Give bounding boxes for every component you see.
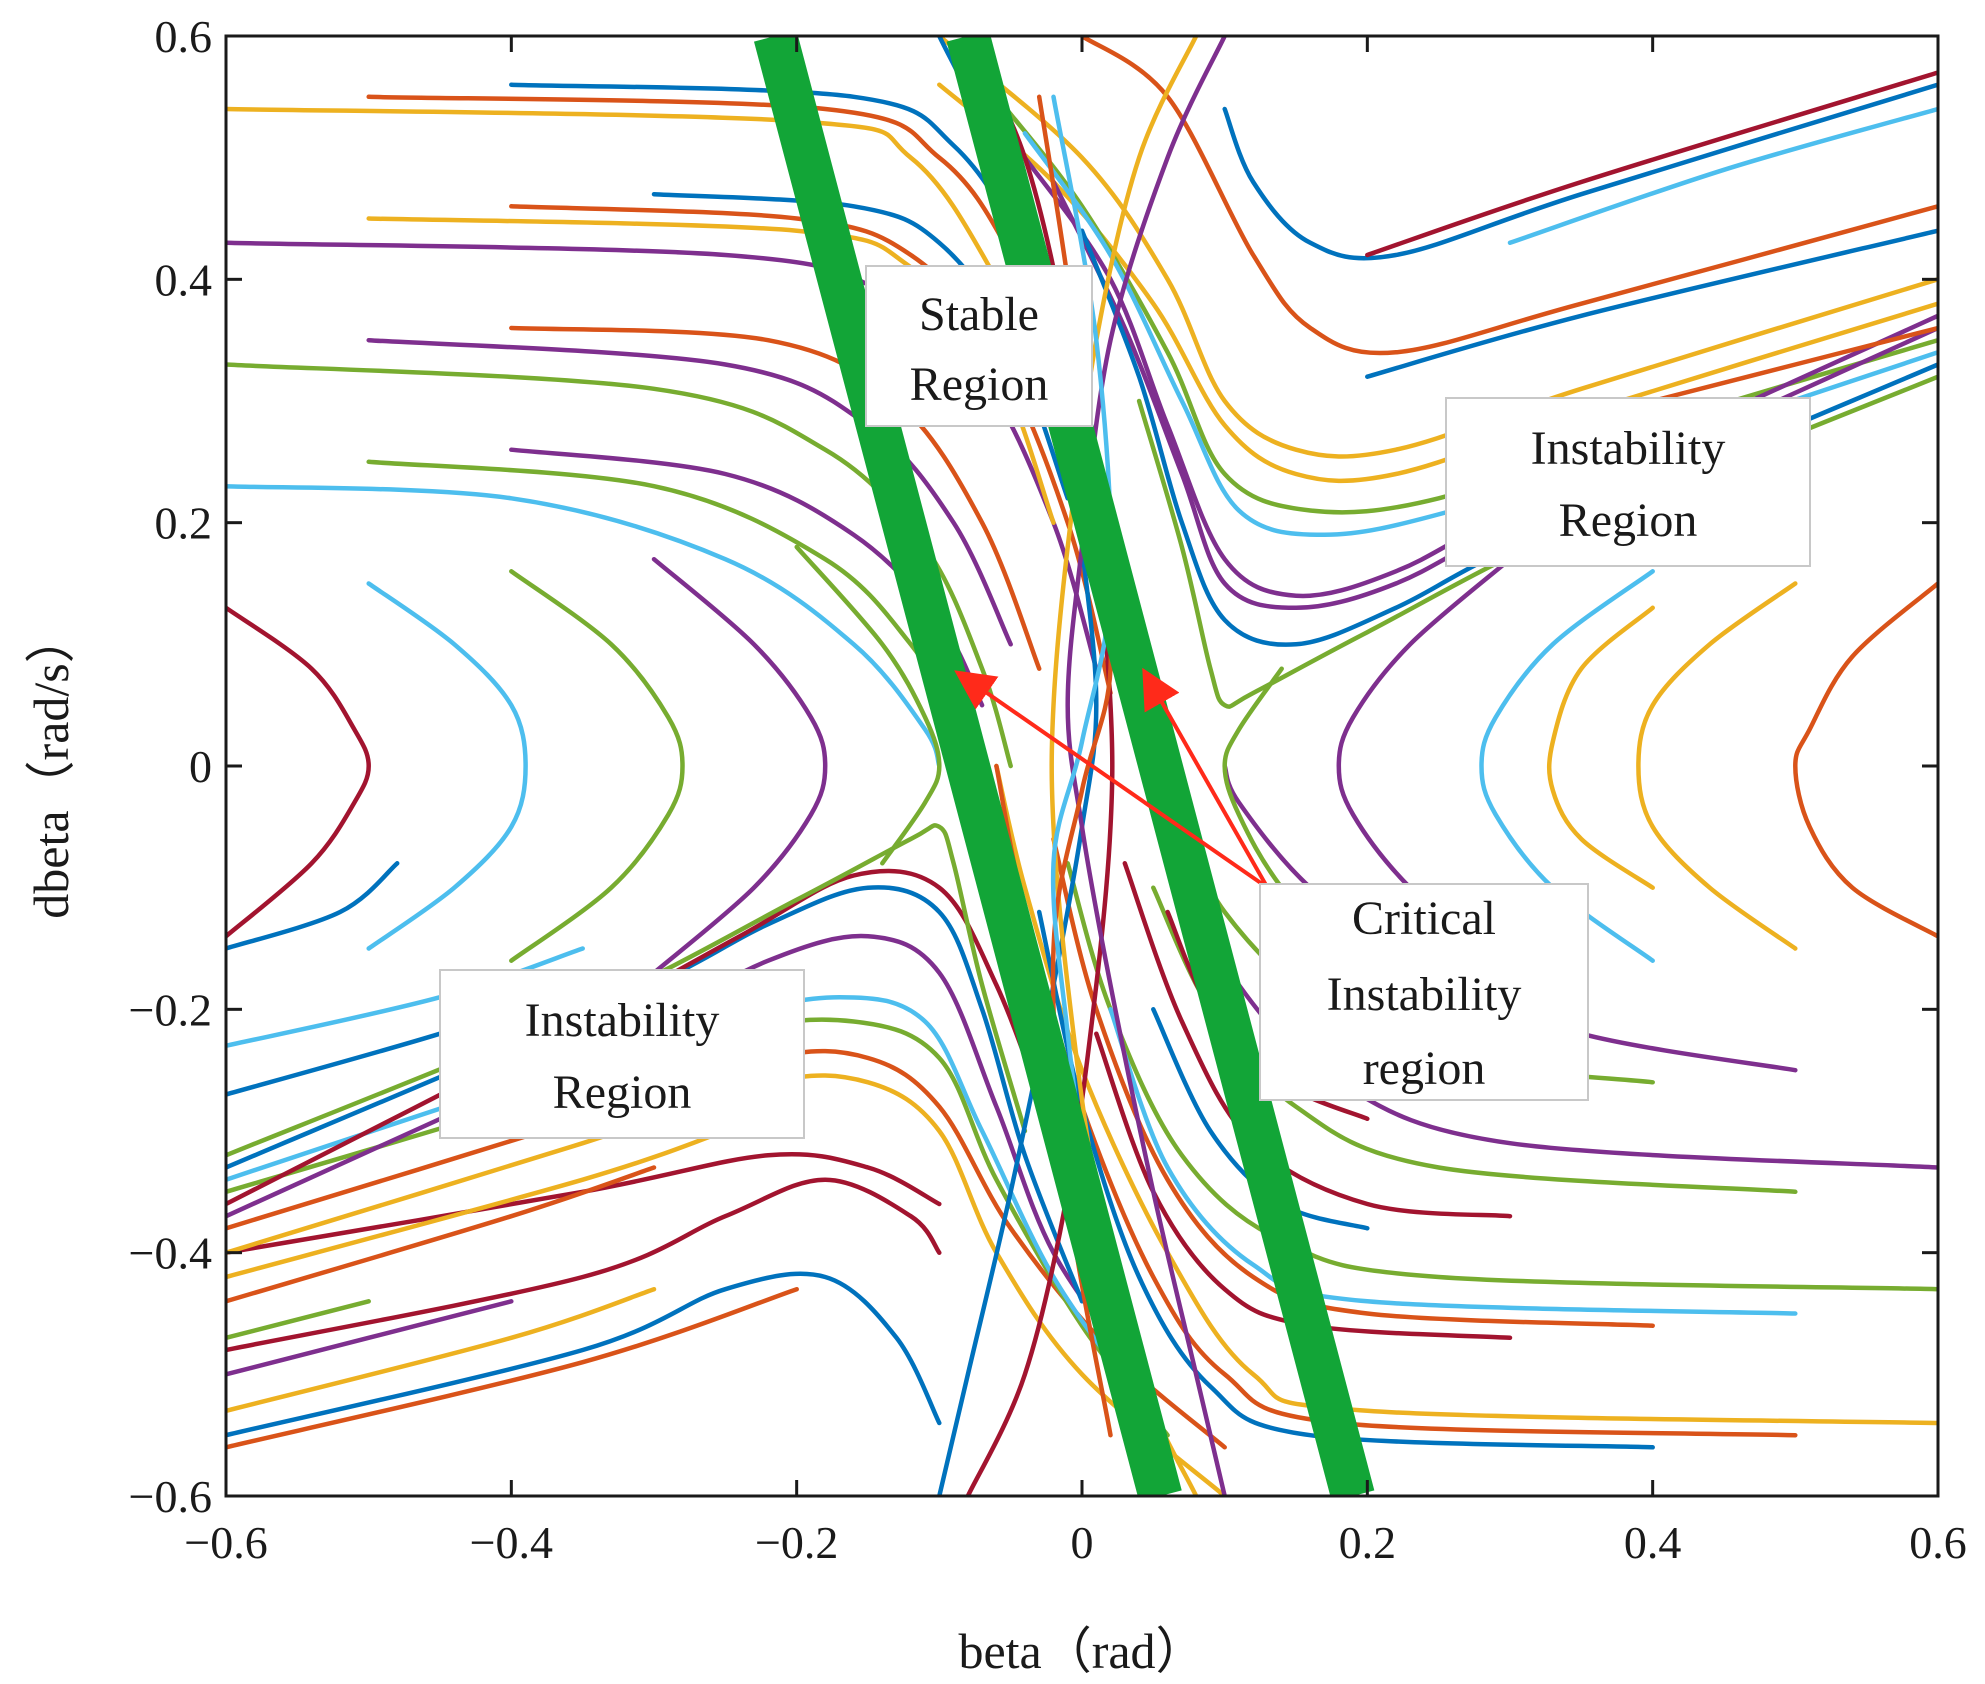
y-tick-label: −0.6 — [129, 1471, 212, 1522]
annotation-arrow-1 — [1142, 667, 1270, 889]
x-tick-label: 0.4 — [1624, 1517, 1682, 1568]
trajectory-line-19 — [994, 763, 1938, 1426]
annotation-line: Region — [553, 1066, 692, 1119]
y-tick-label: 0 — [189, 741, 212, 792]
trajectory-line-14 — [509, 569, 685, 963]
trajectory-line-70 — [226, 1165, 657, 1304]
trajectory-line-17 — [226, 605, 371, 939]
annotation-arrow-group — [954, 667, 1270, 890]
annotation-line: Instability — [525, 994, 720, 1047]
critical-band-0 — [753, 36, 1182, 1496]
annotation-line: region — [1363, 1042, 1486, 1095]
trajectory-line-52 — [1650, 325, 1938, 404]
annotation-line: Region — [1559, 494, 1698, 547]
y-tick-label: −0.2 — [129, 984, 212, 1035]
x-tick-label: −0.2 — [755, 1517, 838, 1568]
x-tick-label: 0 — [1071, 1517, 1094, 1568]
trajectory-line-23 — [1051, 836, 1655, 1328]
trajectory-line-42 — [1365, 228, 1938, 379]
trajectory-line-7 — [226, 362, 1013, 769]
x-axis-label: beta（rad） — [958, 1623, 1205, 1679]
trajectory-line-9 — [366, 337, 1013, 647]
trajectory-line-38 — [1793, 581, 1938, 939]
annotation-instability-region-left: Instability Region — [439, 969, 805, 1139]
y-tick-label: 0.4 — [155, 254, 213, 305]
y-tick-label: 0.2 — [155, 498, 213, 549]
trajectory-line-57 — [226, 1286, 657, 1414]
annotation-critical-instability-region: Critical Instability region — [1259, 883, 1589, 1101]
annotation-line: Critical — [1352, 892, 1496, 945]
trajectory-line-16 — [794, 544, 942, 866]
trajectory-line-39 — [1222, 82, 1938, 261]
x-axis-ticks: −0.6 −0.4 −0.2 0 0.2 0.4 0.6 — [184, 36, 1967, 1568]
x-tick-label: 0.2 — [1339, 1517, 1397, 1568]
trajectory-line-25 — [1094, 1031, 1513, 1341]
trajectory-line-69 — [226, 1128, 728, 1280]
x-tick-label: 0.6 — [1909, 1517, 1967, 1568]
x-tick-label: −0.4 — [470, 1517, 553, 1568]
trajectory-line-29 — [1151, 1007, 1370, 1231]
trajectory-line-41 — [1079, 36, 1938, 356]
y-axis-ticks: −0.6 −0.4 −0.2 0 0.2 0.4 0.6 — [129, 11, 1938, 1522]
trajectory-line-60 — [226, 1073, 1227, 1496]
trajectory-line-55 — [226, 1286, 799, 1450]
y-axis-label: dbeta（rad/s） — [23, 613, 79, 918]
annotation-line: Instability — [1531, 422, 1726, 475]
trajectory-line-18 — [226, 861, 400, 951]
trajectory-line-33 — [1636, 581, 1798, 951]
trajectory-line-59 — [226, 1299, 371, 1341]
trajectory-line-34 — [1546, 605, 1655, 890]
trajectory-line-53 — [226, 1177, 942, 1353]
trajectory-line-54 — [226, 1271, 942, 1438]
trajectory-line-40 — [1365, 70, 1938, 258]
x-tick-label: −0.6 — [184, 1517, 267, 1568]
trajectory-line-56 — [226, 1151, 942, 1255]
annotation-line: Instability — [1327, 968, 1522, 1021]
annotation-line: Stable — [919, 288, 1039, 341]
annotation-instability-region-right: Instability Region — [1445, 397, 1811, 567]
y-tick-label: −0.4 — [129, 1228, 212, 1279]
trajectory-line-58 — [226, 1299, 514, 1377]
trajectory-line-44 — [937, 36, 1938, 459]
trajectory-line-24 — [1108, 1007, 1798, 1316]
trajectory-line-72 — [965, 36, 1115, 1496]
y-tick-label: 0.6 — [155, 11, 213, 62]
annotation-arrow-0 — [954, 670, 1269, 890]
trajectory-line-43 — [1507, 106, 1938, 246]
trajectory-line-13 — [366, 581, 528, 951]
trajectory-line-10 — [226, 483, 942, 769]
annotation-line: Region — [910, 358, 1049, 411]
trajectory-line-15 — [651, 556, 828, 976]
annotation-stable-region: Stable Region — [865, 265, 1093, 427]
trajectory-line-75 — [1065, 36, 1227, 1496]
